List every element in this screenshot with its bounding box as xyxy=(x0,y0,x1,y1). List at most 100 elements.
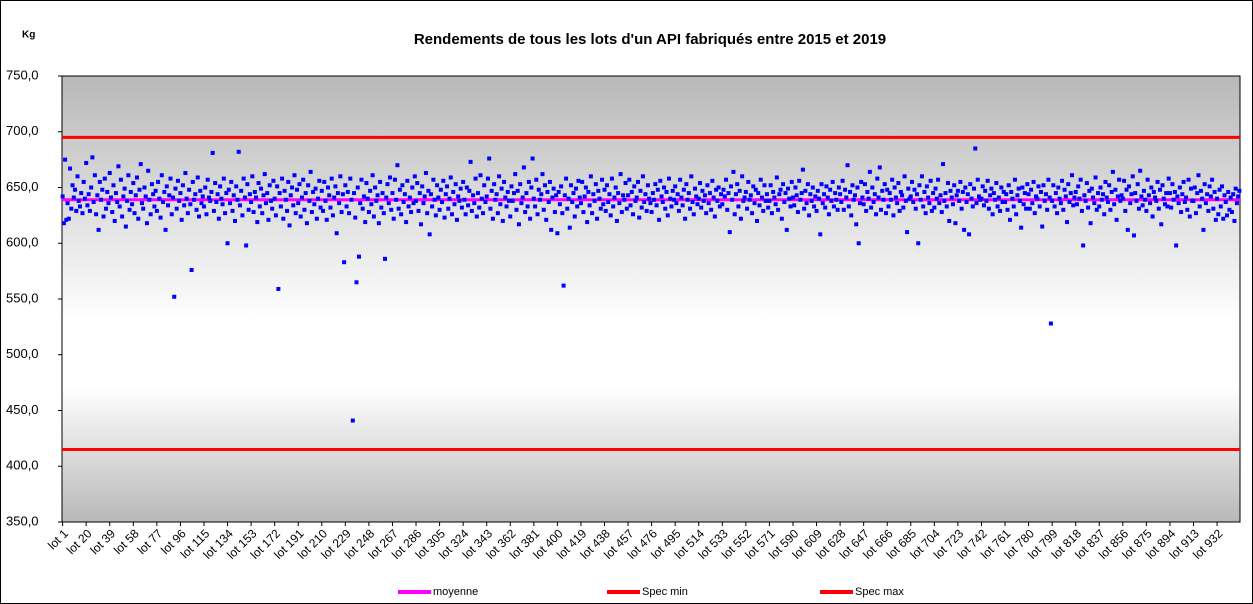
data-point xyxy=(246,207,251,212)
data-point xyxy=(1202,182,1207,187)
data-point xyxy=(228,201,233,206)
data-point xyxy=(711,195,716,200)
data-point xyxy=(590,211,595,216)
data-point xyxy=(298,214,303,219)
data-point xyxy=(761,208,766,213)
data-point xyxy=(1122,178,1127,183)
data-point xyxy=(157,196,162,201)
data-point xyxy=(313,186,318,191)
data-point xyxy=(1052,204,1057,209)
data-point xyxy=(1171,197,1176,202)
data-point xyxy=(1118,198,1123,203)
data-point xyxy=(69,206,74,211)
data-point xyxy=(831,204,836,209)
data-point xyxy=(709,207,714,212)
data-point xyxy=(786,186,791,191)
data-point xyxy=(772,195,777,200)
data-point xyxy=(1005,207,1010,212)
data-point xyxy=(87,208,92,213)
data-point xyxy=(778,187,783,192)
data-point xyxy=(1094,207,1099,212)
data-point xyxy=(576,178,581,183)
data-point xyxy=(95,193,100,198)
data-point xyxy=(383,256,388,261)
data-point xyxy=(1047,195,1052,200)
data-point xyxy=(64,217,69,222)
data-point xyxy=(1067,199,1072,204)
data-point xyxy=(1123,208,1128,213)
data-point xyxy=(1135,182,1140,187)
data-point xyxy=(728,184,733,189)
data-point xyxy=(634,195,639,200)
data-point xyxy=(97,179,102,184)
data-point xyxy=(1151,189,1156,194)
data-point xyxy=(819,182,824,187)
data-point xyxy=(1233,186,1238,191)
data-point xyxy=(1138,168,1143,173)
data-point xyxy=(81,179,86,184)
data-point xyxy=(123,224,128,229)
data-point xyxy=(344,204,349,209)
data-point xyxy=(929,208,934,213)
data-point xyxy=(1112,202,1117,207)
data-point xyxy=(716,185,721,190)
data-point xyxy=(807,213,812,218)
data-point xyxy=(464,185,469,190)
data-point xyxy=(964,199,969,204)
data-point xyxy=(280,176,285,181)
data-point xyxy=(495,211,500,216)
data-point xyxy=(1079,208,1084,213)
data-point xyxy=(968,182,973,187)
data-point xyxy=(790,195,795,200)
data-point xyxy=(1208,194,1213,199)
data-point xyxy=(916,241,921,246)
data-point xyxy=(1011,204,1016,209)
data-point xyxy=(988,193,993,198)
data-point xyxy=(681,187,686,192)
data-point xyxy=(173,186,178,191)
data-point xyxy=(1124,187,1129,192)
data-point xyxy=(230,208,235,213)
data-point xyxy=(291,203,296,208)
data-point xyxy=(751,184,756,189)
data-point xyxy=(671,197,676,202)
data-point xyxy=(194,207,199,212)
data-point xyxy=(425,211,430,216)
data-point xyxy=(442,215,447,220)
data-point xyxy=(426,188,431,193)
data-point xyxy=(974,201,979,206)
data-point xyxy=(500,218,505,223)
data-point xyxy=(296,201,301,206)
data-point xyxy=(350,418,355,423)
data-point xyxy=(860,195,865,200)
data-point xyxy=(270,206,275,211)
data-point xyxy=(706,201,711,206)
data-point xyxy=(402,192,407,197)
data-point xyxy=(440,199,445,204)
data-point xyxy=(1164,191,1169,196)
data-point xyxy=(953,221,958,226)
data-point xyxy=(536,187,541,192)
data-point xyxy=(99,197,104,202)
data-point xyxy=(106,201,111,206)
data-point xyxy=(882,182,887,187)
data-point xyxy=(159,173,164,178)
data-point xyxy=(612,195,617,200)
data-point xyxy=(375,193,380,198)
data-point xyxy=(1071,203,1076,208)
data-point xyxy=(509,184,514,189)
data-point xyxy=(151,192,156,197)
data-point xyxy=(1150,214,1155,219)
data-point xyxy=(618,172,623,177)
data-point xyxy=(338,174,343,179)
data-point xyxy=(1027,206,1032,211)
data-point xyxy=(482,183,487,188)
data-point xyxy=(437,207,442,212)
data-point xyxy=(639,205,644,210)
data-point xyxy=(257,204,262,209)
data-point xyxy=(762,183,767,188)
data-point xyxy=(1176,201,1181,206)
data-point xyxy=(507,198,512,203)
data-point xyxy=(164,184,169,189)
data-point xyxy=(421,201,426,206)
